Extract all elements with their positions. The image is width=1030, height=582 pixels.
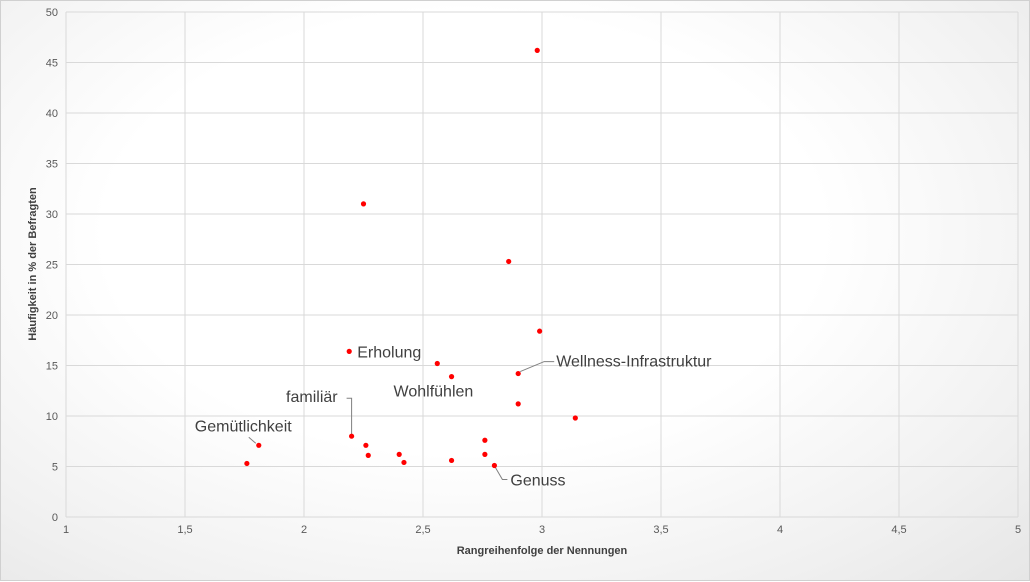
data-point xyxy=(506,258,512,265)
data-point xyxy=(515,370,521,377)
y-tick-label: 5 xyxy=(52,462,58,474)
data-point xyxy=(360,201,367,207)
data-point xyxy=(572,415,578,421)
y-tick-label: 15 xyxy=(46,361,58,373)
leader-line xyxy=(520,361,555,373)
data-point xyxy=(365,452,371,458)
data-point xyxy=(244,460,250,467)
x-tick-label: 2,5 xyxy=(415,524,430,536)
data-point xyxy=(363,442,369,448)
data-label: familiär xyxy=(286,389,338,406)
x-tick-label: 1 xyxy=(63,524,69,536)
data-label: Erholung xyxy=(357,344,421,361)
data-point xyxy=(491,462,497,469)
data-point xyxy=(256,442,262,448)
data-point xyxy=(534,47,540,53)
x-axis-title: Rangreihenfolge der Nennungen xyxy=(457,545,628,557)
data-label: Genuss xyxy=(510,472,565,489)
y-tick-label: 45 xyxy=(46,58,58,70)
y-tick-label: 25 xyxy=(46,260,58,272)
data-point xyxy=(537,328,543,334)
data-point xyxy=(401,459,407,466)
data-label: Wellness-Infrastruktur xyxy=(556,354,712,371)
x-tick-label: 2 xyxy=(301,524,307,536)
data-label: Wohlfühlen xyxy=(394,384,474,401)
data-point xyxy=(515,401,521,407)
data-point xyxy=(482,437,488,443)
data-point xyxy=(434,360,440,367)
x-tick-label: 3,5 xyxy=(653,524,668,536)
data-point xyxy=(448,457,455,464)
leader-line xyxy=(494,467,508,480)
data-point xyxy=(396,451,402,457)
data-point xyxy=(482,451,488,457)
leader-line xyxy=(346,397,353,435)
data-point xyxy=(349,433,355,439)
y-tick-label: 30 xyxy=(46,209,58,221)
x-tick-label: 4,5 xyxy=(891,524,906,536)
y-tick-label: 20 xyxy=(46,310,58,322)
data-label: Gemütlichkeit xyxy=(195,418,292,435)
x-tick-label: 4 xyxy=(777,524,783,536)
x-tick-label: 1,5 xyxy=(177,524,192,536)
x-tick-label: 5 xyxy=(1015,524,1021,536)
data-point xyxy=(346,348,352,354)
leader-line xyxy=(248,436,257,444)
y-tick-label: 50 xyxy=(46,7,58,19)
y-tick-label: 0 xyxy=(52,512,58,524)
y-axis-title: Häufigkeit in % der Befragten xyxy=(27,187,39,341)
y-tick-label: 35 xyxy=(46,159,58,171)
x-tick-label: 3 xyxy=(539,524,545,536)
y-tick-label: 40 xyxy=(46,108,58,120)
y-tick-label: 10 xyxy=(46,411,58,423)
data-point xyxy=(448,374,455,380)
